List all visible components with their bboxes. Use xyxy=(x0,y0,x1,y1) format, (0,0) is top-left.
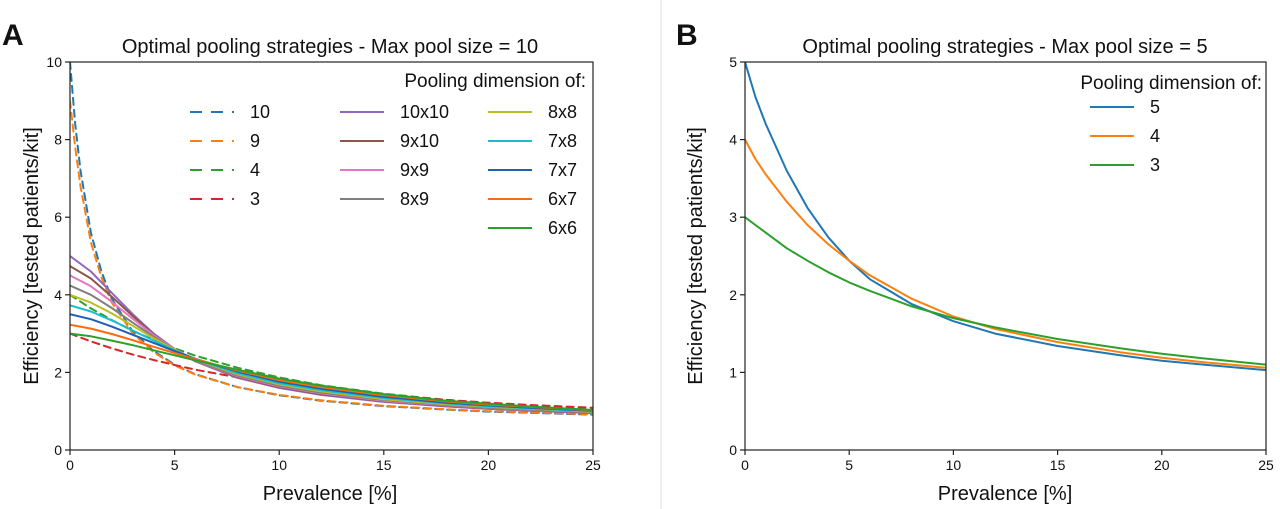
x-tick-label-b-5: 5 xyxy=(845,457,853,473)
legend-label-9: 9 xyxy=(250,131,260,151)
x-tick-label-a-0: 0 xyxy=(66,457,74,473)
x-tick-label-a-20: 20 xyxy=(481,457,497,473)
series-line-3 xyxy=(745,216,1266,366)
x-tick-label-b-20: 20 xyxy=(1154,457,1170,473)
y-tick-label-b-0: 0 xyxy=(729,442,737,458)
y-axis-label-b: Efficiency [tested patients/kit] xyxy=(685,127,707,385)
y-tick-label-b-4: 4 xyxy=(729,132,737,148)
y-tick-label-a-6: 6 xyxy=(54,209,62,225)
legend-label-8x9: 8x9 xyxy=(400,189,429,209)
panel-a: A Optimal pooling strategies - Max pool … xyxy=(2,19,601,505)
legend-label-4: 4 xyxy=(1150,126,1160,146)
legend-label-10x10: 10x10 xyxy=(400,102,449,122)
y-tick-label-b-5: 5 xyxy=(729,54,737,70)
panel-b: B Optimal pooling strategies - Max pool … xyxy=(676,19,1274,505)
x-tick-label-b-10: 10 xyxy=(946,457,962,473)
legend-label-6x6: 6x6 xyxy=(548,218,577,238)
legend-label-4: 4 xyxy=(250,160,260,180)
axes-frame-a xyxy=(69,61,594,451)
panel-letter-a: A xyxy=(2,19,24,52)
series-group-a xyxy=(70,62,593,416)
y-tick-label-a-10: 10 xyxy=(46,54,62,70)
y-axis-label-a: Efficiency [tested patients/kit] xyxy=(21,127,43,385)
y-tick-label-b-2: 2 xyxy=(729,287,737,303)
series-line-5 xyxy=(745,62,1266,372)
x-tick-label-a-10: 10 xyxy=(271,457,287,473)
series-line-10 xyxy=(70,62,593,416)
y-tick-label-a-4: 4 xyxy=(54,287,62,303)
legend-title-a: Pooling dimension of: xyxy=(404,71,586,92)
panel-letter-b: B xyxy=(676,19,698,52)
series-line-4 xyxy=(745,138,1266,369)
legend-label-9x9: 9x9 xyxy=(400,160,429,180)
legend-label-3: 3 xyxy=(1150,155,1160,175)
legend-label-9x10: 9x10 xyxy=(400,131,439,151)
plot-area-b: 0 5 10 15 20 25 0 1 2 3 4 5 Pooling dimension of: 5 4 3 xyxy=(729,54,1274,473)
legend-label-8x8: 8x8 xyxy=(548,102,577,122)
y-tick-label-a-2: 2 xyxy=(54,364,62,380)
legend-label-7x8: 7x8 xyxy=(548,131,577,151)
x-tick-label-b-25: 25 xyxy=(1258,457,1274,473)
axes-frame-b xyxy=(744,61,1267,451)
x-tick-label-a-15: 15 xyxy=(376,457,392,473)
chart-title-b: Optimal pooling strategies - Max pool si… xyxy=(802,36,1207,58)
x-tick-label-b-15: 15 xyxy=(1050,457,1066,473)
legend-label-10: 10 xyxy=(250,102,270,122)
plot-area-a: 0 5 10 15 20 25 0 2 4 6 8 10 Pooling dimension of: 10… xyxy=(46,54,601,473)
legend-label-3: 3 xyxy=(250,189,260,209)
x-axis-label-b: Prevalence [%] xyxy=(938,483,1073,505)
x-tick-label-a-25: 25 xyxy=(585,457,601,473)
y-tick-label-b-3: 3 xyxy=(729,209,737,225)
legend-title-b: Pooling dimension of: xyxy=(1080,73,1262,94)
series-line-6x6 xyxy=(70,332,593,411)
y-tick-label-b-1: 1 xyxy=(729,364,737,380)
series-group-b xyxy=(745,62,1266,372)
series-line-9 xyxy=(70,99,593,416)
legend-label-7x7: 7x7 xyxy=(548,160,577,180)
y-tick-label-a-0: 0 xyxy=(54,442,62,458)
legend-label-6x7: 6x7 xyxy=(548,189,577,209)
x-tick-label-b-0: 0 xyxy=(741,457,749,473)
legend-label-5: 5 xyxy=(1150,97,1160,117)
chart-title-a: Optimal pooling strategies - Max pool si… xyxy=(122,36,538,58)
x-axis-label-a: Prevalence [%] xyxy=(263,483,398,505)
x-tick-label-a-5: 5 xyxy=(171,457,179,473)
y-tick-label-a-8: 8 xyxy=(54,132,62,148)
